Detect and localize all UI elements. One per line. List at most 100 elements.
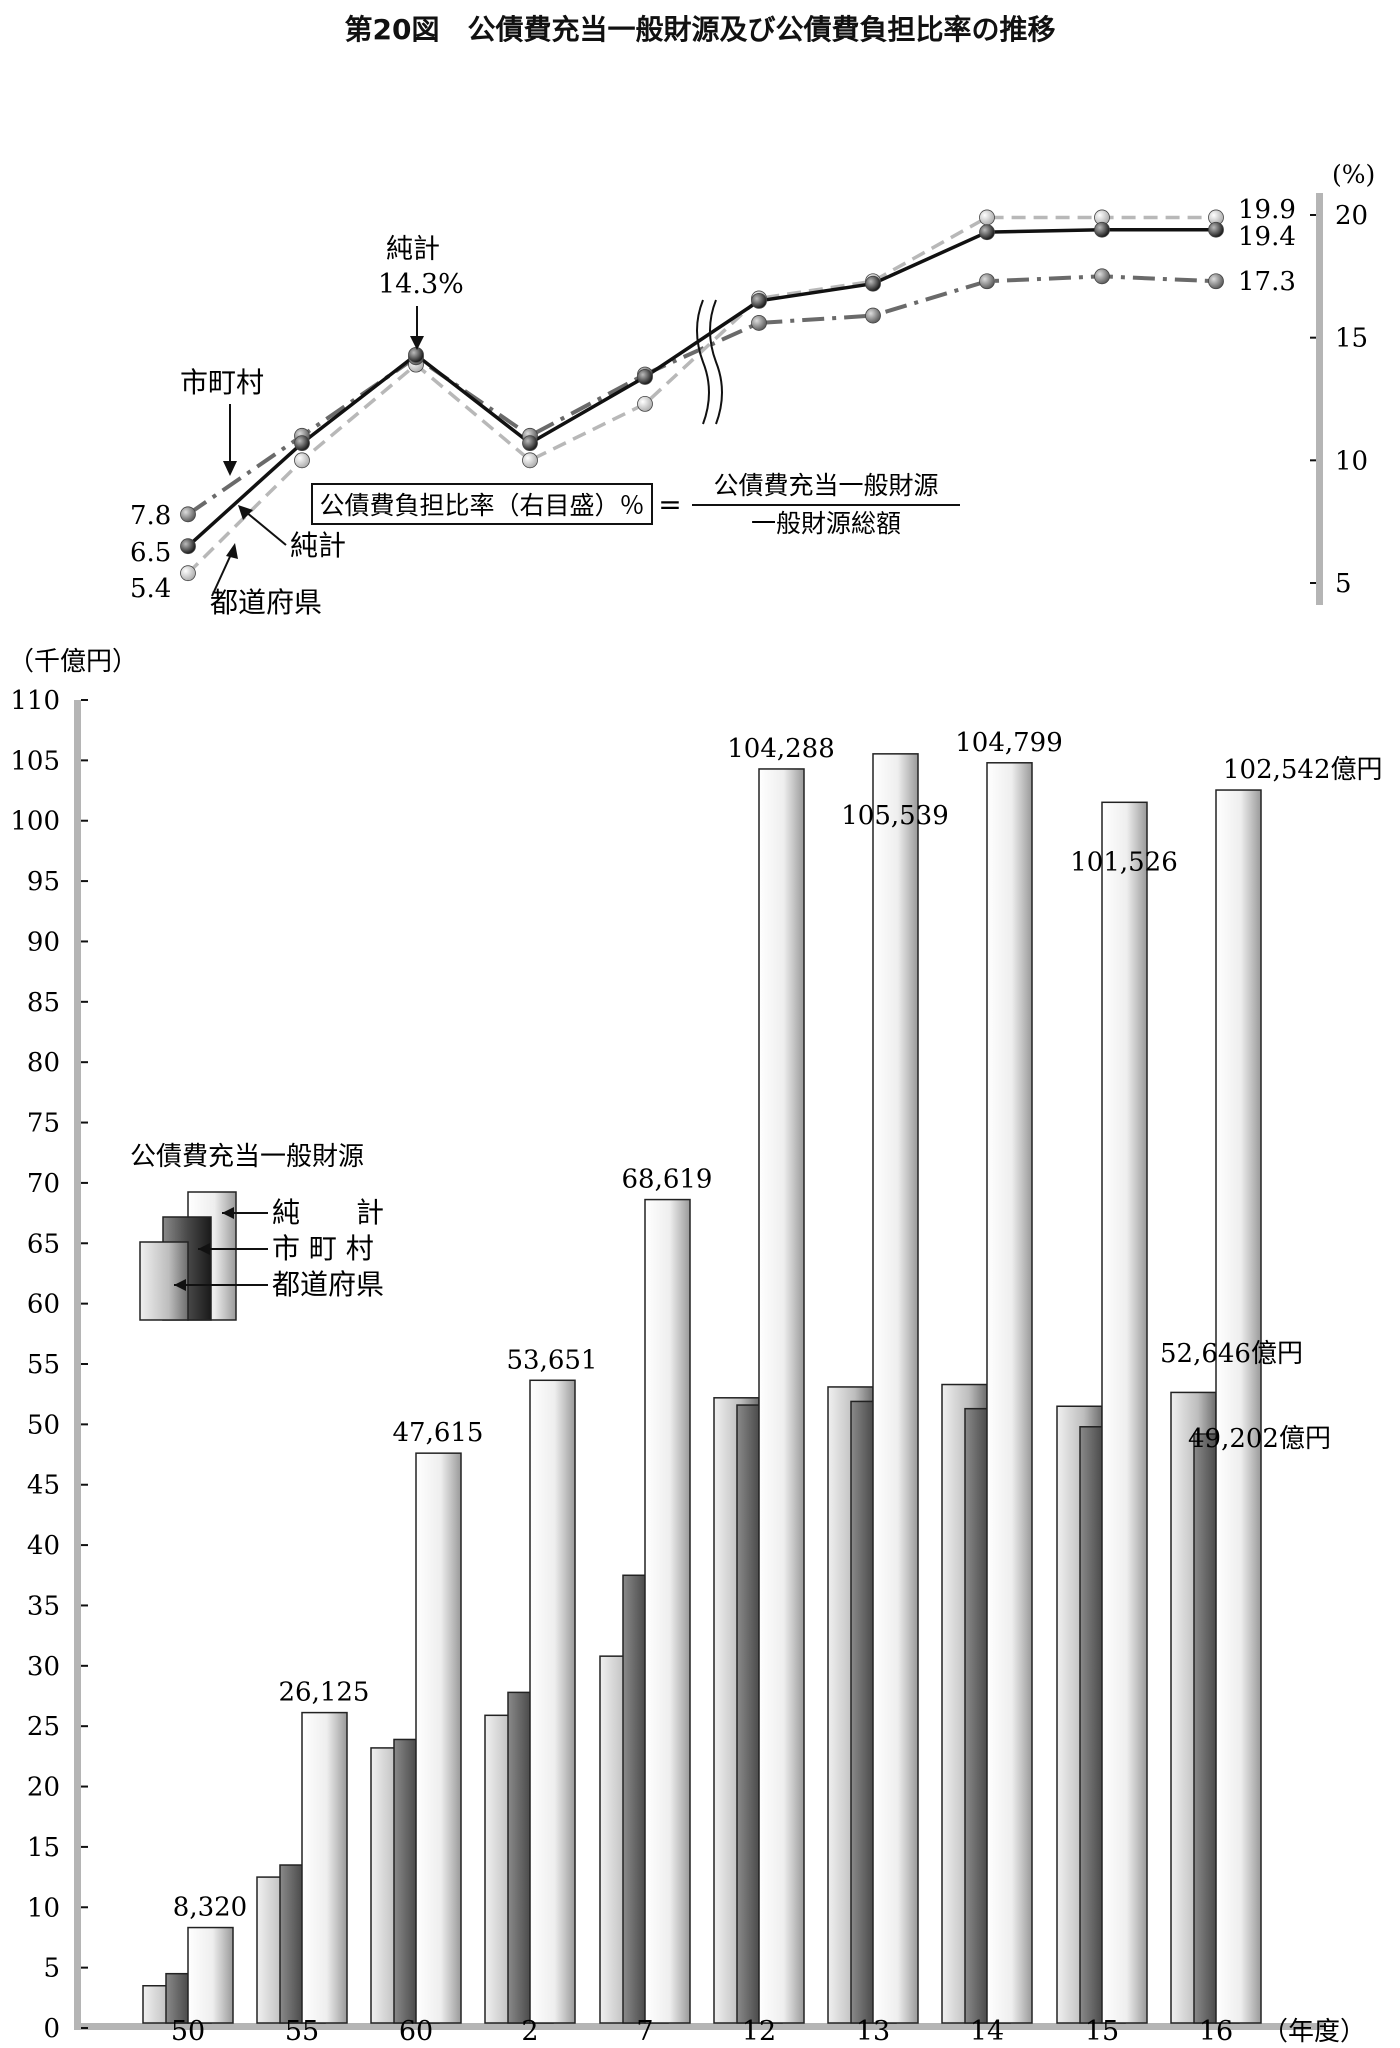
bar-total-label: 104,288 [727,734,835,764]
left-axis-tick-label: 55 [27,1350,60,1380]
peak-annotation-name: 純計 [386,234,440,265]
left-axis-tick-label: 20 [27,1773,60,1803]
series-point-純計 [1094,221,1110,238]
series-line-純計 [186,227,1216,548]
left-axis-tick-label: 10 [27,1893,60,1923]
bar-value-labels: 8,320 26,125 47,615 53,651 68,619 104,288 105,… [173,728,1383,1923]
bar-total-label: 8,320 [173,1893,247,1923]
right-axis-tick-label: 15 [1335,324,1368,354]
left-axis-tick-label: 30 [27,1652,60,1682]
end-label-shi: 17.3 [1238,267,1296,297]
left-axis-tick-label: 45 [27,1471,60,1501]
left-axis-tick-label: 40 [27,1531,60,1561]
annotation-todofuken: 都道府県 [210,586,322,619]
bar-純計-2 [529,1379,576,2024]
bar-total-label: 104,799 [955,728,1063,758]
series-point-純計 [865,275,881,292]
series-point-都道府県 [979,209,995,226]
x-tick-label: 55 [285,2016,319,2047]
axis-break-mark [696,299,723,425]
x-axis-tick-labels: 50 55 60 2 7 12 13 14 15 16 [171,2016,1233,2047]
label-todofuken-16: 52,646億円 [1160,1339,1303,1369]
series-point-純計 [979,224,995,241]
left-axis-tick-label: 35 [27,1591,60,1621]
series-point-市町村 [1208,273,1224,290]
bar-total-label: 47,615 [393,1418,484,1448]
x-tick-label: 60 [399,2016,433,2047]
x-tick-label: 16 [1199,2016,1233,2047]
peak-annotation-value: 14.3% [378,269,464,300]
formula-denominator: 一般財源総額 [751,509,901,538]
series-line-都道府県 [186,215,1216,575]
bar-純計-55 [301,1711,348,2024]
series-point-純計 [751,292,767,309]
left-axis-tick-label: 5 [43,1954,60,1984]
bar-純計-15 [1101,801,1148,2024]
left-axis-tick-label: 85 [27,988,60,1018]
start-label-junkei: 6.5 [130,538,171,568]
right-axis-tick-label: 5 [1335,569,1352,599]
series-point-純計 [1208,221,1224,238]
start-label-shi: 7.8 [130,501,171,531]
left-axis-tick-label: 110 [10,686,60,716]
right-axis-tick-label: 20 [1335,201,1368,231]
bar-純計-16 [1215,789,1262,2024]
legend-title: 公債費充当一般財源 [130,1142,364,1172]
label-shi-16: 49,202億円 [1188,1424,1331,1454]
ratio-markers [180,209,1224,582]
series-point-都道府県 [522,452,538,469]
bar-純計-7 [644,1198,691,2024]
bar-total-label: 26,125 [279,1678,370,1708]
bar-純計-12 [758,768,805,2024]
bar-純計-14 [986,762,1033,2024]
left-axis-tick-label: 100 [10,807,60,837]
legend-arrow-junkei [222,1207,234,1219]
series-point-純計 [408,346,424,363]
legend-swatch-todofuken [139,1241,189,1321]
junkei-arrow [245,511,287,546]
formula-numerator: 公債費充当一般財源 [713,471,938,500]
peak-arrowhead [410,336,424,350]
amount-bar-chart: （千億円） 0 5 10 15 20 25 30 35 40 45 50 55 60 65 70 75 80 85… [8,647,1383,2047]
right-axis-tick-label: 10 [1335,446,1368,476]
series-point-都道府県 [637,396,653,412]
end-label-junkei: 19.4 [1238,222,1296,252]
left-axis-tick-label: 95 [27,867,60,897]
legend-arrow-shi [198,1243,210,1255]
left-axis-tick-label: 0 [43,2014,60,2044]
x-tick-label: 13 [856,2016,890,2047]
bar-total-label: 101,526 [1070,847,1178,877]
left-axis-tick-label: 90 [27,927,60,957]
left-axis-tick-label: 15 [27,1833,60,1863]
legend-arrow-todofuken [174,1279,186,1291]
legend-label-junkei: 純 計 [272,1196,384,1229]
bar-total-label: 102,542億円 [1223,755,1383,785]
series-point-純計 [637,369,653,385]
left-axis-tick-label: 60 [27,1290,60,1320]
formula-lhs: 公債費負担比率（右目盛）％ [319,491,644,520]
formula-equals: = [658,488,681,521]
start-label-todofuken: 5.4 [130,574,171,604]
series-point-純計 [180,538,196,555]
left-axis-tick-label: 25 [27,1712,60,1742]
series-point-都道府県 [294,452,310,469]
junkei-arrowhead [238,505,253,520]
bar-total-label: 68,619 [622,1165,713,1195]
x-tick-label: 2 [521,2016,538,2047]
legend-label-todofuken: 都道府県 [272,1268,384,1301]
x-tick-label: 12 [742,2016,776,2047]
left-axis-tick-label: 80 [27,1048,60,1078]
todofuken-arrowhead [226,543,238,559]
series-point-純計 [522,435,538,452]
x-tick-label: 50 [171,2016,205,2047]
series-point-市町村 [1094,268,1110,285]
annotation-junkei: 純計 [290,529,346,562]
chart-title: 第20図 公債費充当一般財源及び公債費負担比率の推移 [344,13,1056,46]
annotation-shi: 市町村 [180,366,264,399]
series-point-市町村 [751,315,767,331]
bar-total-label: 53,651 [507,1345,598,1375]
end-label-todofuken: 19.9 [1238,195,1296,225]
bar-純計-13 [872,753,919,2024]
series-point-都道府県 [180,565,196,582]
